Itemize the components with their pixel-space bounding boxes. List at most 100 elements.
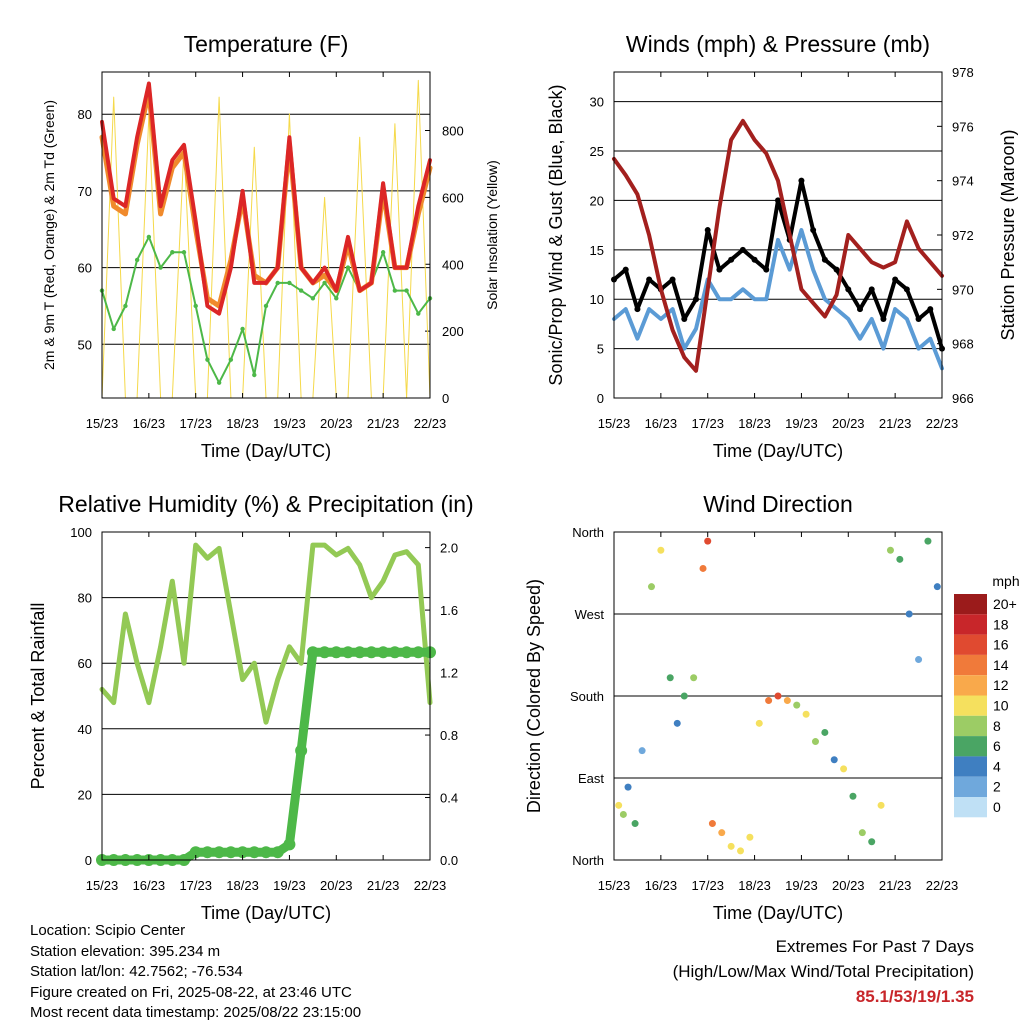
y-tick-label-right: 600: [442, 190, 464, 205]
extremes-title: Extremes For Past 7 Days: [775, 937, 974, 956]
direction-point: [840, 765, 848, 773]
precipitation-point: [271, 846, 284, 859]
plot-frame-temperature: [101, 71, 431, 399]
direction-point: [811, 738, 819, 746]
y-tick-label-right: 968: [952, 337, 974, 352]
temp-2m-line: [100, 81, 432, 316]
gust-point: [739, 246, 746, 253]
y-tick-label-left: 60: [78, 261, 92, 276]
y-tick-label-right: 800: [442, 124, 464, 139]
x-tick-label-direction: 22/23: [926, 878, 959, 893]
y-tick-label-left: 60: [78, 656, 92, 671]
direction-point: [657, 546, 665, 554]
plot-frame-humidity: [101, 531, 431, 861]
gust-point: [716, 266, 723, 273]
x-tick-label-temperature: 20/23: [320, 416, 353, 431]
y-tick-label-left: 10: [590, 292, 604, 307]
y-tick-label-right: 0.4: [440, 791, 458, 806]
gust-point: [821, 256, 828, 263]
precipitation-point: [353, 646, 366, 659]
precipitation-point: [365, 646, 378, 659]
gust-point: [681, 315, 688, 322]
direction-point: [638, 747, 646, 755]
y-tick-label-left: 70: [78, 184, 92, 199]
x-tick-label-winds: 16/23: [645, 416, 678, 431]
y-axis-label-left: Direction (Colored By Speed): [524, 579, 544, 813]
precipitation-point: [189, 846, 202, 859]
direction-point: [631, 820, 639, 828]
x-tick-label-temperature: 18/23: [226, 416, 259, 431]
x-tick-label-winds: 22/23: [926, 416, 959, 431]
y-tick-label-left: 80: [78, 591, 92, 606]
direction-tick-label: North: [572, 525, 604, 540]
precipitation-point: [306, 646, 319, 659]
precipitation-point: [330, 646, 343, 659]
gust-point: [880, 315, 887, 322]
x-tick-label-temperature: 15/23: [86, 416, 119, 431]
direction-point: [774, 692, 782, 700]
direction-point: [915, 656, 923, 664]
direction-tick-label: North: [572, 853, 604, 868]
y-axis-label-left: Percent & Total Rainfall: [28, 603, 48, 790]
legend-label: 16: [993, 637, 1009, 653]
gust-point: [833, 266, 840, 273]
x-tick-label-direction: 20/23: [832, 878, 865, 893]
x-tick-label-temperature: 21/23: [367, 416, 400, 431]
direction-tick-label: West: [575, 607, 605, 622]
direction-point: [821, 728, 829, 736]
precipitation-point: [248, 846, 261, 859]
extremes-values: 85.1/53/19/1.35: [855, 987, 974, 1006]
x-tick-label-humidity: 16/23: [133, 878, 166, 893]
x-tick-label-direction: 19/23: [785, 878, 818, 893]
legend-swatch: [954, 736, 987, 757]
gust-point: [763, 266, 770, 273]
legend-label: 4: [993, 758, 1001, 774]
x-tick-label-humidity: 15/23: [86, 878, 119, 893]
legend-swatch: [954, 756, 987, 777]
chart-title-temperature: Temperature (F): [184, 31, 349, 57]
x-tick-label-winds: 15/23: [598, 416, 631, 431]
y-tick-label-right: 1.6: [440, 603, 458, 618]
gust-point: [646, 276, 653, 283]
legend-title: mph: [992, 573, 1019, 589]
station-info: Location: Scipio Center Station elevatio…: [30, 921, 361, 1024]
legend-swatch: [954, 675, 987, 696]
direction-point: [924, 537, 932, 545]
humidity-line: [99, 542, 433, 725]
precipitation-point: [236, 846, 249, 859]
precipitation-point: [213, 846, 226, 859]
precipitation-point: [318, 646, 331, 659]
elevation-text: Station elevation: 395.234 m: [30, 942, 221, 960]
y-tick-label-right: 400: [442, 257, 464, 272]
direction-point: [647, 583, 655, 591]
precipitation-point: [400, 646, 413, 659]
direction-point: [765, 697, 773, 705]
y-tick-label-right: 0.8: [440, 728, 458, 743]
y-tick-label-right: 200: [442, 324, 464, 339]
precipitation-point: [295, 744, 308, 757]
direction-point: [615, 801, 623, 809]
direction-point: [718, 829, 726, 837]
x-tick-label-direction: 16/23: [645, 878, 678, 893]
direction-point: [624, 783, 632, 791]
legend-swatch: [954, 614, 987, 635]
x-tick-label-temperature: 19/23: [273, 416, 306, 431]
y-tick-label-left: 30: [590, 95, 604, 110]
legend-label: 0: [993, 799, 1001, 815]
y-tick-label-left: 40: [78, 722, 92, 737]
legend-swatch: [954, 797, 987, 818]
y-tick-label-right: 2.0: [440, 541, 458, 556]
y-tick-label-left: 0: [85, 853, 92, 868]
direction-point: [619, 810, 627, 818]
precipitation-point: [224, 846, 237, 859]
pressure-line: [612, 118, 944, 373]
gust-point: [775, 197, 781, 204]
gust-point: [857, 306, 863, 313]
direction-point: [727, 842, 735, 850]
y-tick-label-right: 0: [442, 391, 449, 406]
x-axis-label-temperature: Time (Day/UTC): [201, 441, 331, 461]
direction-point: [858, 829, 866, 837]
x-tick-label-direction: 18/23: [738, 878, 771, 893]
created-text: Figure created on Fri, 2025-08-22, at 23…: [30, 983, 352, 1001]
extremes-subtitle: (High/Low/Max Wind/Total Precipitation): [672, 962, 974, 981]
